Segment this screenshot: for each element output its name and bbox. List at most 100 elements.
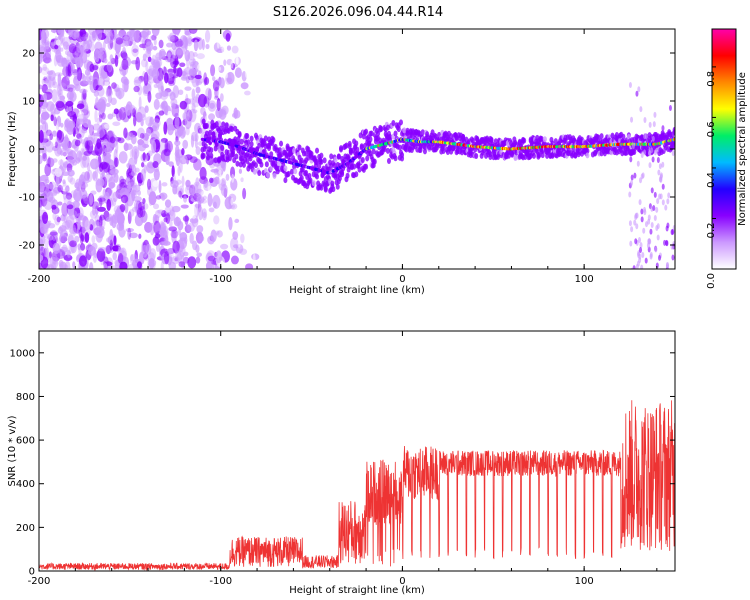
spectrogram-x-tick-label: 0	[399, 274, 405, 285]
spectrogram-cell	[385, 124, 390, 131]
spectrogram-cell	[639, 242, 643, 249]
spectrogram-cell	[630, 179, 634, 186]
spectrogram-cell	[77, 243, 82, 251]
spectrogram-cell	[149, 190, 156, 197]
spectrogram-cell	[196, 53, 205, 60]
spectrogram-cell	[224, 122, 229, 129]
spectrogram-cell	[39, 181, 46, 193]
spectrogram-cell	[156, 67, 164, 82]
spectrogram-cell	[325, 79, 329, 89]
spectrogram-cell	[129, 164, 134, 169]
spectrogram-cell	[665, 240, 669, 247]
spectrogram-cell	[634, 275, 637, 281]
spectrogram-cell	[121, 52, 128, 61]
spectrogram-cell	[39, 181, 45, 195]
spectrogram-cell	[672, 126, 675, 133]
spectrogram-cell	[331, 99, 335, 105]
spectrogram-cell	[441, 148, 446, 155]
spectrogram-cell	[195, 256, 201, 264]
spectrogram-cell	[55, 100, 65, 109]
spectrogram-cell	[641, 251, 645, 258]
spectrogram-cell	[112, 252, 118, 261]
spectrogram-cell	[176, 49, 182, 56]
spectrogram-cell	[56, 129, 63, 141]
spectrogram-cell	[117, 137, 125, 144]
spectrogram-cell	[216, 39, 220, 49]
spectrogram-cell	[49, 133, 54, 141]
spectrogram-cell	[655, 284, 658, 290]
spectrogram-cell	[179, 62, 186, 68]
spectrogram-cell	[200, 106, 206, 116]
spectrogram-cell	[120, 194, 129, 204]
spectrogram-cell	[78, 246, 82, 256]
spectrogram-cell	[87, 136, 94, 147]
spectrogram-cell	[163, 148, 171, 157]
spectrogram-cell	[272, 172, 277, 179]
snr-x-tick-label: 100	[575, 576, 594, 587]
spectrogram-cell	[235, 243, 244, 254]
spectrogram-cell	[360, 157, 365, 164]
spectrogram-cell	[62, 190, 67, 200]
spectrogram-cell	[164, 199, 172, 208]
spectrogram-cell	[351, 60, 355, 68]
spectrogram-cell	[46, 191, 54, 203]
spectrogram-cell	[357, 35, 361, 43]
spectrogram-cell	[94, 48, 100, 63]
spectrogram-cell	[365, 155, 370, 162]
spectrogram-cell	[204, 122, 209, 129]
spectrogram-cell	[54, 141, 58, 149]
spectrogram-cell	[643, 277, 646, 283]
snr-panel: -200 -100 0 100 0 200 400 600 800 1000 Height of…	[7, 330, 676, 596]
spectrogram-cell	[129, 253, 139, 266]
spectrogram-cell	[52, 189, 58, 195]
spectrogram-cell	[235, 160, 240, 167]
spectrogram-cell	[308, 177, 313, 184]
spectrogram-cell	[311, 180, 316, 187]
spectrogram-cell	[225, 72, 229, 79]
spectrogram-cell	[195, 86, 201, 94]
spectrogram-cell	[107, 235, 113, 245]
spectrogram-cell	[106, 130, 114, 143]
spectrogram-cell	[181, 175, 185, 187]
spectrogram-cell	[187, 75, 195, 81]
spectrogram-cell	[77, 69, 81, 82]
spectrogram-cell	[91, 235, 96, 244]
spectrogram-cell	[147, 150, 153, 157]
spectrogram-cell	[196, 252, 202, 257]
spectrogram-cell	[174, 140, 181, 147]
spectrogram-cell	[149, 116, 154, 125]
spectrogram-cell	[221, 220, 225, 228]
spectrogram-cell	[79, 182, 89, 189]
spectrogram-cell	[69, 115, 77, 120]
spectrogram-cell	[542, 136, 547, 143]
spectrogram-cell	[61, 36, 71, 47]
spectrogram-cell	[254, 232, 258, 239]
spectrogram-cell	[225, 33, 231, 42]
spectrogram-cell	[77, 212, 84, 218]
spectrogram-cell	[153, 98, 160, 110]
spectrogram-cell	[629, 156, 633, 163]
spectrogram-cell	[630, 277, 633, 283]
spectrogram-cell	[653, 215, 657, 222]
spectrogram-cell	[393, 130, 398, 137]
spectrogram-cell	[108, 176, 115, 189]
spectrogram-cell	[639, 106, 643, 113]
spectrogram-cell	[104, 173, 113, 182]
spectrogram-cell	[315, 173, 320, 180]
spectrogram-cell	[65, 192, 73, 200]
spectrogram-cell	[65, 250, 71, 256]
spectrogram-cell	[118, 151, 128, 164]
spectrogram-cell	[124, 200, 129, 214]
spectrogram-cell	[254, 36, 258, 47]
spectrogram-cell	[238, 168, 243, 174]
spectrogram-cell	[265, 263, 269, 269]
spectrogram-cell	[166, 42, 173, 48]
spectrogram-cell	[299, 157, 304, 164]
spectrogram-cell	[62, 41, 69, 50]
spectrogram-cell	[113, 235, 117, 246]
spectrogram-cell	[650, 221, 654, 228]
spectrogram-cell	[61, 244, 68, 253]
colorbar-ticks: 0.0 0.2 0.4 0.6 0.8	[706, 66, 717, 289]
spectrogram-cell	[220, 243, 229, 250]
